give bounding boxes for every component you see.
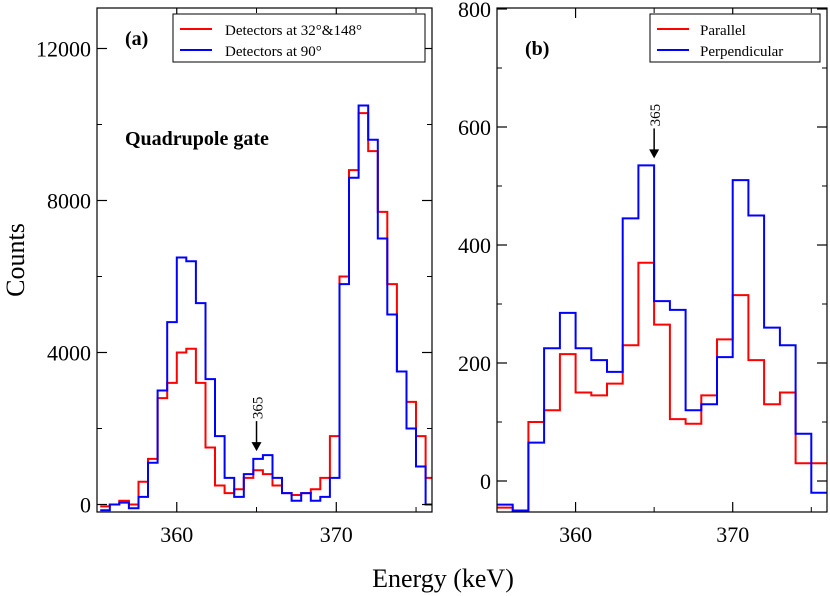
y-tick-label-a-0: 0 (80, 493, 91, 518)
legend-a-label-2: Detectors at 90° (225, 44, 322, 60)
series-a-2 (100, 104, 432, 512)
y-tick-label-b-0: 0 (480, 469, 491, 494)
y-tick-label-b-200: 200 (458, 351, 491, 376)
x-tick-label-b-370: 370 (716, 522, 749, 547)
legend-a-label-1: Detectors at 32°&148° (225, 23, 362, 39)
arrow-head-b (649, 149, 660, 159)
legend-a: Detectors at 32°&148° Detectors at 90° (172, 13, 426, 63)
arrow-label-a: 365 (251, 397, 267, 420)
x-axis-title: Energy (keV) (372, 564, 514, 593)
legend-b: Parallel Perpendicular (649, 13, 821, 63)
y-tick-label-b-800: 800 (458, 0, 491, 22)
panel-a: 360 370 0 4000 8000 12000 (a) Quadrupole gate… (36, 7, 433, 547)
y-tick-label-b-400: 400 (458, 233, 491, 258)
panel-a-label: (a) (125, 28, 148, 50)
panel-b-label: (b) (525, 38, 549, 60)
panel-b: 360 370 0 200 400 600 800 (b) 365 Parallel Per… (458, 0, 828, 547)
x-tick-label-a-370: 370 (320, 522, 353, 547)
panel-b-frame (496, 7, 828, 513)
series-b-2 (497, 164, 827, 512)
panel-a-frame (96, 7, 433, 513)
y-axis-title: Counts (1, 223, 30, 297)
x-tick-label-a-360: 360 (160, 522, 193, 547)
legend-a-box (172, 13, 426, 63)
series-b-1 (497, 261, 827, 512)
y-tick-label-a-8000: 8000 (47, 189, 91, 214)
series-a-1 (100, 112, 432, 508)
legend-b-label-1: Parallel (700, 23, 746, 39)
y-tick-label-a-4000: 4000 (47, 341, 91, 366)
legend-b-label-2: Perpendicular (700, 44, 783, 60)
y-tick-label-a-12000: 12000 (36, 37, 91, 62)
x-tick-label-b-360: 360 (559, 522, 592, 547)
legend-b-box (649, 13, 821, 63)
quadrupole-gate-annotation: Quadrupole gate (125, 128, 269, 150)
arrow-head-a (251, 442, 262, 452)
arrow-label-b: 365 (648, 104, 664, 127)
y-tick-label-b-600: 600 (458, 115, 491, 140)
